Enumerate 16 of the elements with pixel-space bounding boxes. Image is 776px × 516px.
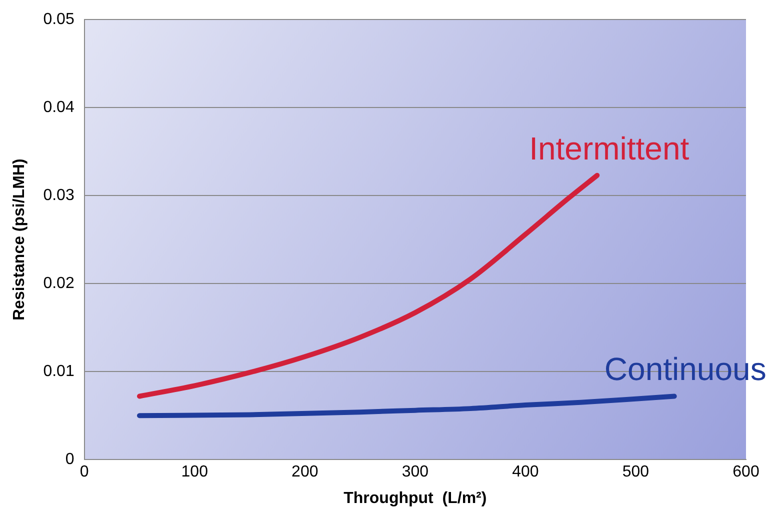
y-tick-label: 0 <box>65 451 74 468</box>
x-tick-label: 500 <box>622 464 650 481</box>
y-tick-label: 0.04 <box>43 99 74 116</box>
x-tick-label: 100 <box>181 464 208 481</box>
y-axis-title: Resistance (psi/LMH) <box>11 158 28 321</box>
x-tick-label: 400 <box>512 464 539 481</box>
x-tick-label: 0 <box>80 464 89 481</box>
y-tick-label: 0.05 <box>43 11 74 28</box>
x-tick-label: 600 <box>732 464 760 481</box>
y-tick-label: 0.01 <box>43 363 74 380</box>
x-axis-title: Throughput (L/m²) <box>344 490 487 507</box>
y-tick-label: 0.02 <box>43 275 74 292</box>
x-tick-label: 200 <box>292 464 318 481</box>
x-tick-label: 300 <box>402 464 429 481</box>
series-label: Intermittent <box>529 130 690 166</box>
y-tick-label: 0.03 <box>43 187 74 204</box>
